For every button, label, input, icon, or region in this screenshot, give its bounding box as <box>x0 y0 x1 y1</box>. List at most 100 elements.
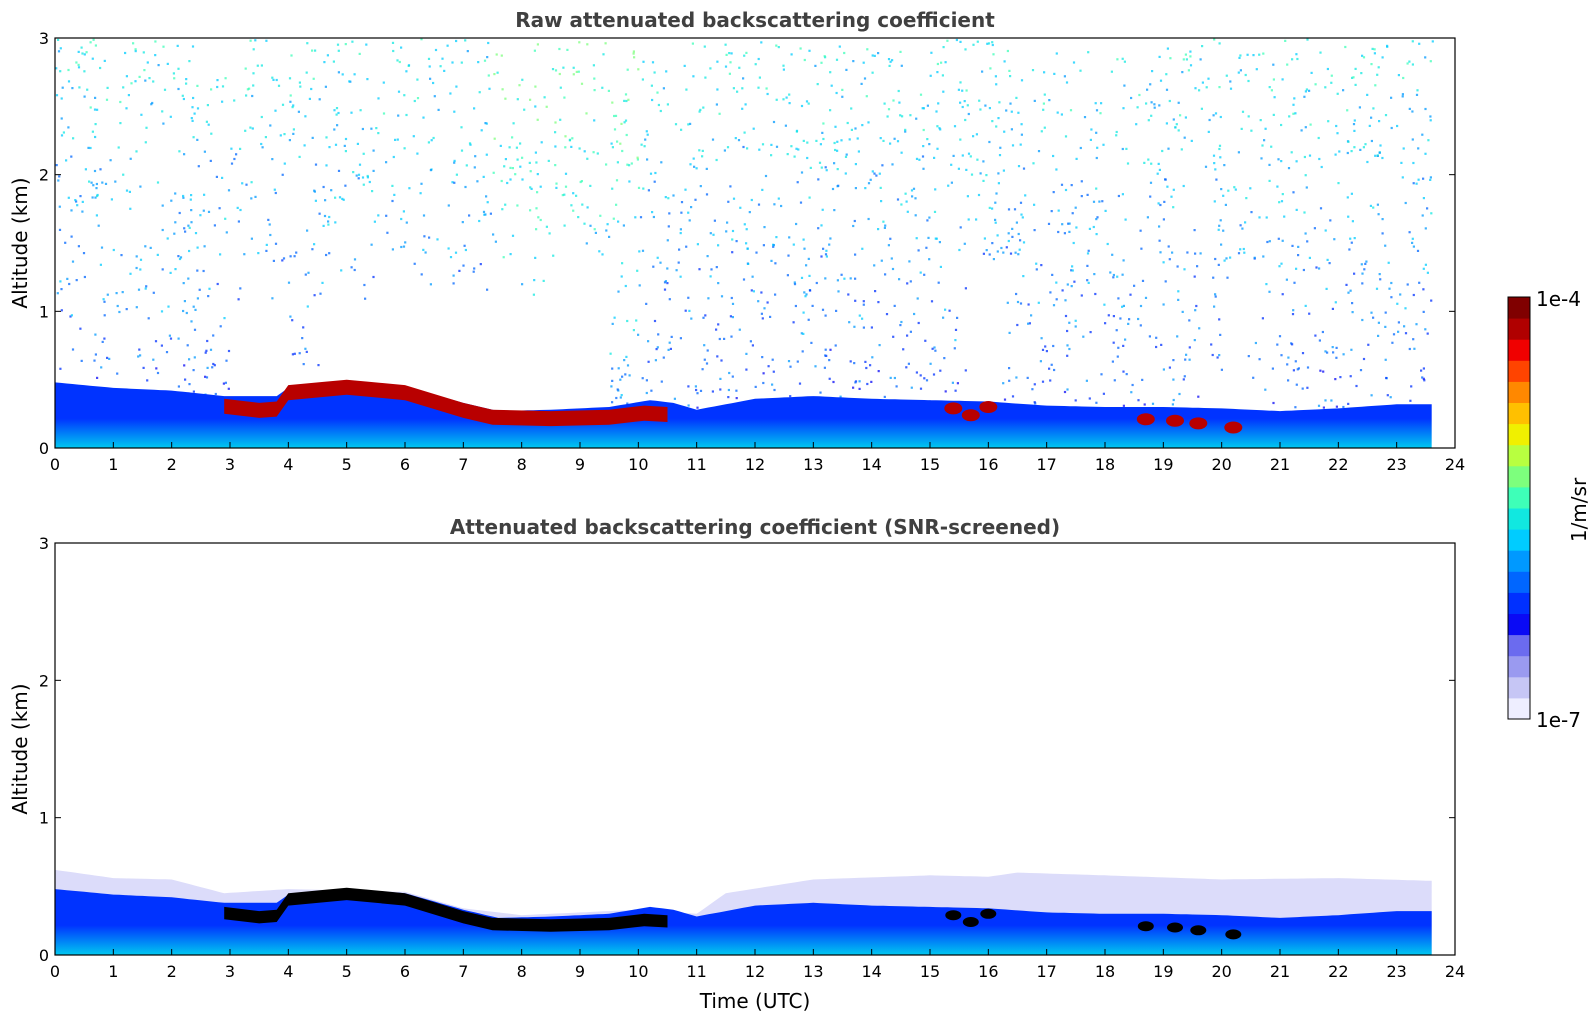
colorbar: 1e-4 1e-7 1/m/sr <box>1507 287 1591 732</box>
top-x-tick-label: 21 <box>1270 455 1290 474</box>
top-x-tick-label: 10 <box>628 455 648 474</box>
top-x-axis: 0 1 2 3 4 5 6 7 8 9 10 11 12 13 14 15 16 17 18 19 20 21 22 23 24 <box>50 442 1465 474</box>
top-x-tick-label: 3 <box>225 455 235 474</box>
colorbar-step <box>1508 634 1530 657</box>
top-panel: Raw attenuated backscattering coefficien… <box>8 8 1465 474</box>
bottom-xlabel: Time (UTC) <box>699 989 811 1013</box>
top-cloud-patch <box>1189 417 1208 430</box>
bottom-x-axis: 0 1 2 3 4 5 6 7 8 9 10 11 12 13 14 15 16 17 18 19 20 21 22 23 24 <box>50 949 1465 981</box>
bottom-x-tick-label: 2 <box>167 962 177 981</box>
colorbar-step <box>1508 360 1530 382</box>
colorbar-step <box>1508 318 1530 340</box>
top-x-tick-label: 5 <box>342 455 352 474</box>
colorbar-step <box>1508 444 1530 467</box>
top-x-tick-label: 12 <box>745 455 765 474</box>
colorbar-min-label: 1e-7 <box>1536 708 1581 732</box>
bottom-cloud-patch <box>945 910 962 921</box>
top-cloud-patch <box>1224 421 1243 434</box>
colorbar-step <box>1508 655 1530 678</box>
bottom-ylabel: Altitude (km) <box>8 683 32 814</box>
top-cloud-patch <box>944 402 963 415</box>
bottom-cloud-patch <box>962 917 979 927</box>
top-x-tick-label: 9 <box>575 455 585 474</box>
bottom-boundary-layer <box>55 889 1432 955</box>
top-x-tick-label: 11 <box>686 455 706 474</box>
top-title: Raw attenuated backscattering coefficien… <box>515 8 995 32</box>
top-x-tick-label: 22 <box>1328 455 1348 474</box>
bottom-x-tick-label: 15 <box>920 962 940 981</box>
colorbar-unit-label: 1/m/sr <box>1567 477 1591 542</box>
bottom-x-tick-label: 6 <box>400 962 410 981</box>
bottom-x-tick-label: 12 <box>745 962 765 981</box>
colorbar-step <box>1508 465 1530 488</box>
bottom-x-tick-label: 10 <box>628 962 648 981</box>
top-x-tick-label: 0 <box>50 455 60 474</box>
bottom-cloud-patch <box>980 908 997 919</box>
top-y-tick-label: 1 <box>39 302 49 321</box>
top-cloud-patch <box>1166 414 1184 427</box>
colorbar-step <box>1508 297 1530 319</box>
colorbar-step <box>1508 571 1530 593</box>
bottom-x-tick-label: 5 <box>342 962 352 981</box>
top-x-tick-label: 18 <box>1095 455 1115 474</box>
bottom-cloud-patch <box>1137 921 1154 932</box>
bottom-x-tick-label: 21 <box>1270 962 1290 981</box>
top-cloud-patch <box>979 401 998 413</box>
bottom-x-tick-label: 20 <box>1211 962 1231 981</box>
colorbar-step <box>1508 676 1530 699</box>
colorbar-step <box>1508 592 1530 614</box>
bottom-x-tick-label: 18 <box>1095 962 1115 981</box>
bottom-x-tick-label: 0 <box>50 962 60 981</box>
bottom-x-tick-label: 22 <box>1328 962 1348 981</box>
colorbar-step <box>1508 529 1530 551</box>
bottom-x-tick-label: 16 <box>978 962 998 981</box>
colorbar-step <box>1508 613 1530 636</box>
bottom-x-tick-label: 8 <box>517 962 527 981</box>
colorbar-step <box>1508 402 1530 425</box>
top-cloud-layer <box>224 379 668 427</box>
bottom-y-tick-label: 0 <box>39 946 49 965</box>
bottom-cloud-patch <box>1167 922 1183 933</box>
bottom-panel: Attenuated backscattering coefficient (S… <box>8 515 1465 1013</box>
top-y-tick-label: 3 <box>39 29 49 48</box>
colorbar-step <box>1508 697 1530 720</box>
bottom-x-tick-label: 23 <box>1386 962 1406 981</box>
top-ylabel: Altitude (km) <box>8 177 32 308</box>
bottom-x-tick-label: 4 <box>283 962 293 981</box>
top-cloud-patch <box>1136 413 1155 426</box>
bottom-x-tick-label: 9 <box>575 962 585 981</box>
top-x-tick-label: 2 <box>167 455 177 474</box>
top-x-tick-label: 8 <box>517 455 527 474</box>
bottom-y-tick-label: 2 <box>39 671 49 690</box>
bottom-x-tick-label: 3 <box>225 962 235 981</box>
bottom-heatmap <box>55 869 1432 955</box>
top-heatmap <box>55 38 1434 448</box>
top-x-tick-label: 17 <box>1036 455 1056 474</box>
top-x-tick-label: 24 <box>1445 455 1465 474</box>
bottom-x-tick-label: 7 <box>458 962 468 981</box>
bottom-x-tick-label: 1 <box>108 962 118 981</box>
bottom-cloud-patch <box>1225 929 1242 940</box>
colorbar-step <box>1508 508 1530 530</box>
colorbar-step <box>1508 423 1530 446</box>
top-x-tick-label: 23 <box>1386 455 1406 474</box>
colorbar-step <box>1508 339 1530 361</box>
bottom-y-axis: 0 1 2 3 <box>39 534 1455 965</box>
bottom-title: Attenuated backscattering coefficient (S… <box>450 515 1060 539</box>
colorbar-frame <box>1507 296 1531 720</box>
top-cloud-patch <box>961 409 980 422</box>
bottom-x-tick-label: 14 <box>861 962 881 981</box>
top-x-tick-label: 15 <box>920 455 940 474</box>
bottom-y-tick-label: 3 <box>39 534 49 553</box>
colorbar-step <box>1508 486 1530 509</box>
bottom-x-tick-label: 11 <box>686 962 706 981</box>
top-x-tick-label: 1 <box>108 455 118 474</box>
top-y-tick-label: 0 <box>39 439 49 458</box>
bottom-y-tick-label: 1 <box>39 809 49 828</box>
top-y-axis: 0 1 2 3 <box>39 29 1455 458</box>
top-x-tick-label: 13 <box>803 455 823 474</box>
top-x-tick-label: 20 <box>1211 455 1231 474</box>
top-x-tick-label: 14 <box>861 455 881 474</box>
colorbar-step <box>1508 550 1530 572</box>
